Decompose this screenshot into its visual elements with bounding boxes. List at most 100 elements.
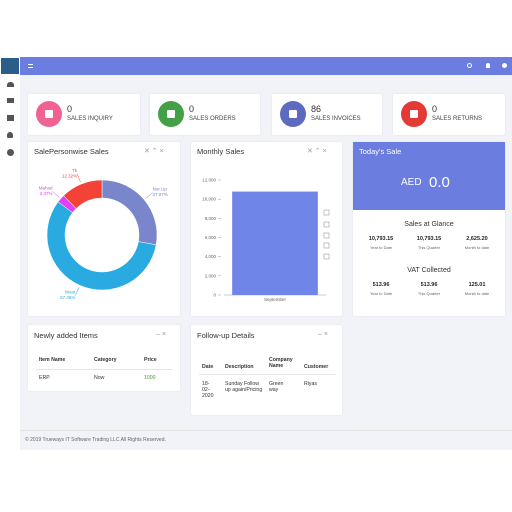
panel: Today's Sale AED 0.0 Sales at Glance 10,… [353, 142, 505, 316]
y-tick-label: 10,000 [202, 197, 216, 202]
panel: Newly added Items – × Item Name Category … [28, 325, 180, 391]
stat-label: SALES INVOICES [311, 116, 361, 122]
today-header [353, 142, 505, 210]
nav-icon[interactable] [7, 132, 13, 138]
notifications-button[interactable] [486, 63, 490, 68]
stat-label: SALES RETURNS [432, 116, 483, 122]
table-header: Category [94, 357, 117, 363]
logo [1, 58, 19, 74]
toolbox-icon[interactable] [323, 242, 330, 249]
stat-value: 0 [67, 104, 73, 114]
value: 2,625.20 [466, 236, 488, 242]
currency: AED [401, 177, 422, 188]
stat-icon [36, 101, 62, 127]
stat-icon [280, 101, 306, 127]
toolbox-icon[interactable] [323, 253, 330, 260]
label-line [76, 173, 81, 183]
x-tick-label: September [264, 297, 287, 302]
table-cell: 1000 [144, 375, 156, 381]
table-cell: Now [94, 375, 105, 381]
section-title: Sales at Glance [404, 221, 454, 228]
search-button[interactable] [467, 63, 472, 68]
slice-label: 2.37% [40, 191, 53, 196]
slice-name: Tk [72, 168, 78, 173]
panel-title: Monthly Sales [197, 147, 245, 156]
slice-name: Nur Up [153, 187, 168, 192]
value: 513.96 [372, 282, 390, 288]
label: Month to date [464, 245, 490, 250]
panel-title: Follow-up Details [197, 331, 255, 340]
label: This Quarter [417, 291, 441, 296]
table-cell: Sunday Follow up again/Pricing [225, 381, 263, 393]
stat-card[interactable]: 86 SALES INVOICES [272, 94, 382, 135]
value: 10,793.15 [416, 236, 442, 242]
amount: 0.0 [429, 174, 450, 191]
table-cell: ERP [39, 375, 50, 381]
stat-card[interactable]: 0 SALES INQUIRY [28, 94, 140, 135]
table-cell: Green way [269, 381, 284, 393]
stat-card[interactable]: 0 SALES ORDERS [150, 94, 260, 135]
value: 513.96 [420, 282, 438, 288]
label-line [145, 192, 153, 199]
table-header: Company Name [269, 357, 293, 369]
slice-name: Mahad [39, 185, 53, 190]
panel-title: Newly added Items [34, 331, 98, 340]
stat-label: SALES ORDERS [189, 116, 236, 122]
pie-slice [101, 179, 158, 246]
label: Year to Date [369, 245, 393, 250]
slice-label: 12.32% [62, 173, 77, 178]
nav-icon[interactable] [7, 149, 14, 156]
table-header: Customer [304, 364, 329, 370]
nav-icon[interactable] [7, 82, 14, 87]
stat-card[interactable]: 0 SALES RETURNS [393, 94, 505, 135]
slice-label: 27.87% [153, 192, 168, 197]
y-tick-label: 4,000 [205, 254, 217, 259]
panel-controls[interactable]: – × [156, 331, 166, 338]
nav-icon[interactable] [7, 115, 14, 121]
stat-value: 0 [189, 104, 195, 114]
pie-slice [46, 201, 157, 291]
y-tick-label: 0 [213, 293, 216, 298]
value: 125.01 [468, 282, 486, 288]
panel-controls[interactable]: ✕ ⌃ × [307, 148, 327, 155]
y-tick-label: 12,000 [202, 178, 216, 183]
table-cell: Riyas [304, 381, 317, 387]
panel-title: SalePersonwise Sales [34, 147, 109, 156]
stat-value: 86 [311, 104, 322, 114]
table-header: Date [202, 364, 214, 370]
y-tick-label: 2,000 [205, 273, 217, 278]
slice-label: 57.45% [60, 295, 75, 300]
table-header: Price [144, 357, 157, 363]
panel-controls[interactable]: ✕ ⌃ × [144, 148, 164, 155]
sidebar [0, 57, 20, 450]
y-tick-label: 8,000 [205, 216, 217, 221]
footer: © 2019 Trueways IT Software Trading LLC … [25, 437, 166, 443]
table-cell: 18-02-2020 [202, 381, 214, 399]
stat-icon [158, 101, 184, 127]
menu-button[interactable] [28, 64, 33, 68]
stat-value: 0 [432, 104, 438, 114]
nav-icon[interactable] [7, 98, 14, 103]
settings-button[interactable] [502, 63, 507, 68]
label-line [52, 191, 60, 198]
slice-name: Nisar [65, 289, 76, 294]
bar [232, 191, 318, 295]
table-header: Description [225, 364, 254, 370]
label: Month to date [464, 291, 490, 296]
toolbox-icon[interactable] [323, 221, 330, 228]
label: Year to Date [369, 291, 393, 296]
stat-icon [401, 101, 427, 127]
panel-controls[interactable]: – × [318, 331, 328, 338]
toolbox-icon[interactable] [323, 232, 330, 239]
section-title: VAT Collected [407, 267, 451, 274]
panel: Follow-up Details – × Date Description Co… [191, 325, 342, 415]
value: 10,793.15 [368, 236, 394, 242]
stat-label: SALES INQUIRY [67, 116, 113, 122]
table-header: Item Name [39, 357, 66, 363]
pie-slice [63, 179, 103, 209]
toolbox-icon[interactable] [323, 209, 330, 216]
label: This Quarter [417, 245, 441, 250]
y-tick-label: 6,000 [205, 235, 217, 240]
